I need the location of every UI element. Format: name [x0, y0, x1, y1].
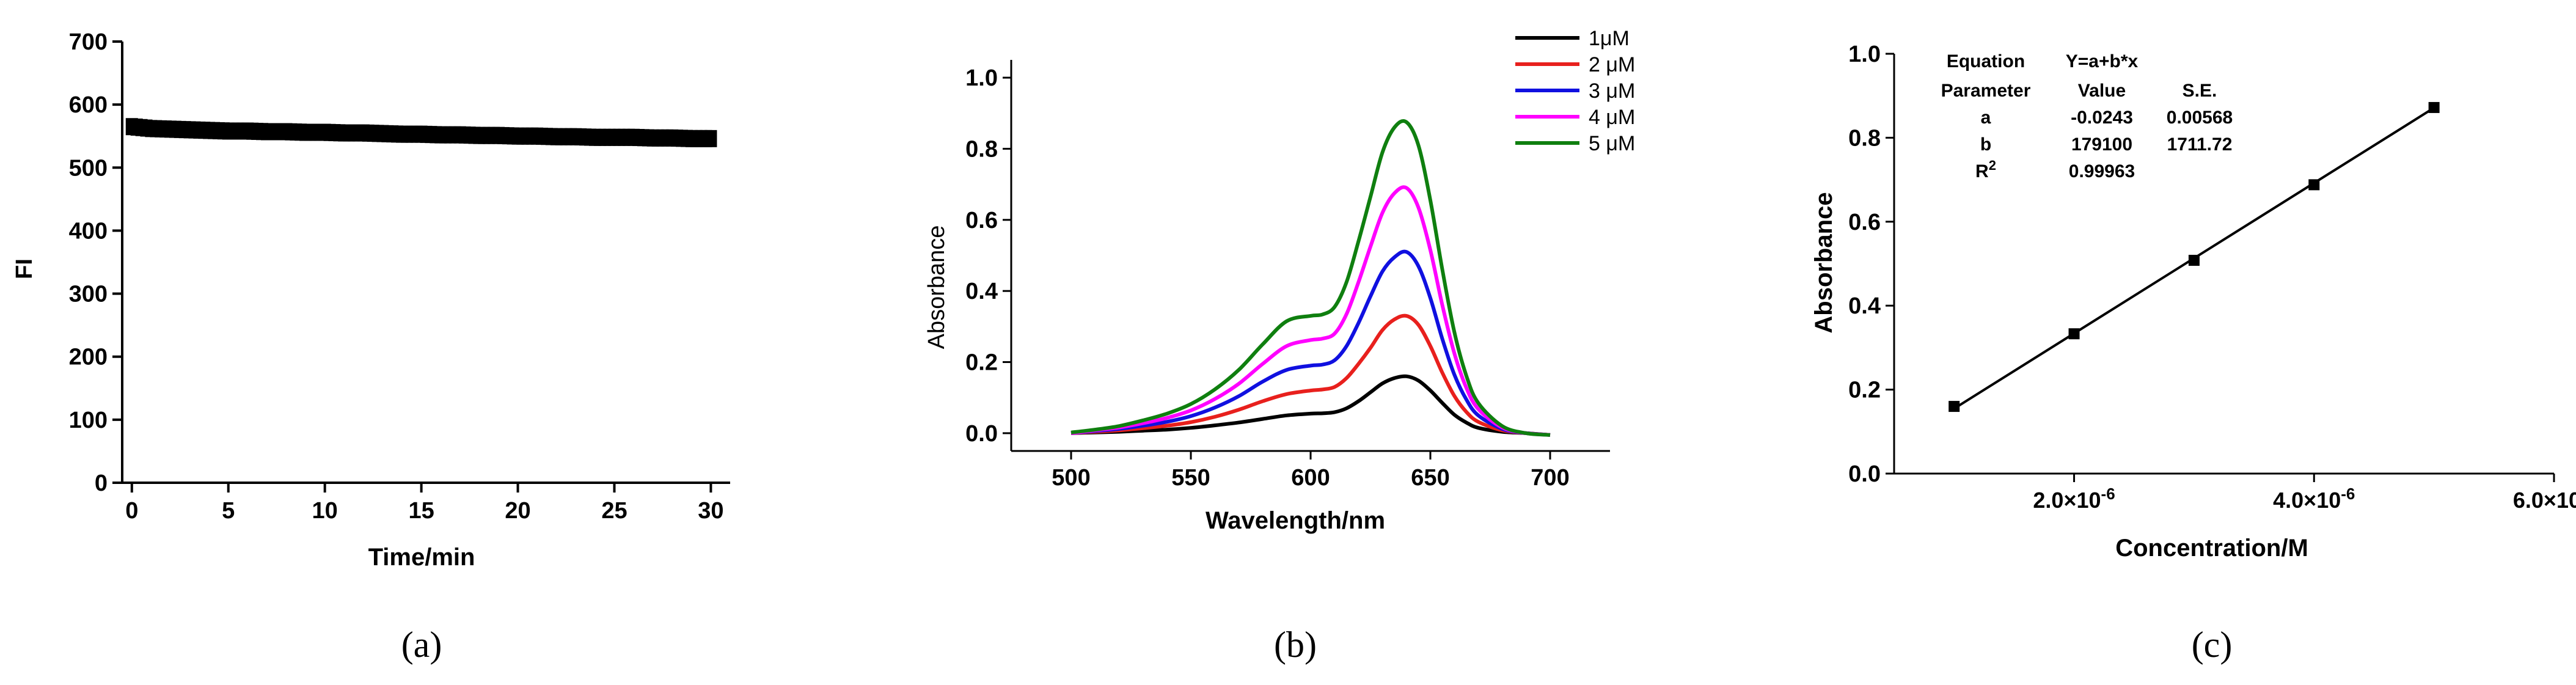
panel-a-xlabel: Time/min [368, 544, 475, 571]
panel-b-legend-label: 4 μM [1589, 106, 1635, 129]
panel-a-y-tick-label: 300 [69, 282, 108, 307]
panel-c-fit-table-cell: S.E. [2183, 81, 2217, 101]
panel-b-legend-label: 1μM [1589, 27, 1630, 50]
panel-b-legend-label: 3 μM [1589, 79, 1635, 103]
panel-c-fit-table-cell: R2 [1975, 158, 1996, 181]
panel-b-x-tick-label: 650 [1411, 465, 1449, 491]
panel-a-chart: FI Time/min (a) 0 100 200 300 400 500 600 700 0 5… [12, 29, 730, 665]
panel-b-chart: Absorbance Wavelength/nm (b) 0.0 0.2 0.4 0.… [924, 27, 1635, 665]
panel-c-fit-table-cell: 179100 [2071, 134, 2132, 155]
panel-b-y-tick-label: 0.6 [965, 208, 998, 233]
panel-c-x-tick-label: 2.0×10-6 [2033, 485, 2115, 513]
panel-c-y-tick-label: 0.2 [1848, 378, 1881, 403]
panel-a-x-tick-label: 0 [125, 498, 138, 524]
panel-a-point [704, 130, 717, 147]
panel-c-fit-table-cell: Value [2078, 81, 2126, 101]
panel-c-point [2188, 255, 2200, 266]
panel-c-fit-table-cell: 1711.72 [2167, 134, 2233, 155]
panel-a-y-tick-label: 100 [69, 408, 108, 433]
panel-c-fit-table-cell: 0.99963 [2069, 161, 2135, 181]
panel-b-x-tick-label: 500 [1052, 465, 1090, 491]
panel-c-r-squared-exponent: 2 [1989, 158, 1996, 173]
panel-c-x-tick-label: 6.0×10-6 [2513, 485, 2576, 513]
panel-c-fit-table-cell: Parameter [1941, 81, 2031, 101]
panel-b-x-tick-label: 550 [1171, 465, 1210, 491]
panel-c-fit-table-cell: a [1981, 108, 1991, 128]
panel-b-y-tick-label: 0.4 [965, 279, 998, 304]
panel-c-point [2308, 179, 2320, 191]
panel-a-y-tick-label: 500 [69, 155, 108, 181]
panel-b-series-line-1 [1070, 374, 1551, 437]
panel-c-y-tick-label: 0.8 [1848, 125, 1881, 151]
panel-b-series-line-2 [1070, 313, 1551, 437]
panel-c-y-tick-label: 0.6 [1848, 210, 1881, 235]
panel-a-y-tick-label: 700 [69, 29, 108, 55]
panel-a-x-tick-label: 30 [698, 498, 723, 524]
panel-b-legend-label: 5 μM [1589, 132, 1635, 155]
panel-a-y-tick-label: 0 [95, 471, 108, 496]
panel-a-y-tick-label: 600 [69, 92, 108, 118]
panel-c-point [2428, 101, 2440, 113]
panel-c-ylabel: Absorbance [1810, 192, 1837, 333]
panel-a-y-tick-label: 200 [69, 345, 108, 370]
panel-b-y-tick-label: 0.2 [965, 350, 998, 376]
panel-a-x-tick-label: 25 [601, 498, 627, 524]
panel-c-y-tick-label: 0.4 [1848, 293, 1881, 319]
panel-a-x-tick-label: 15 [408, 498, 434, 524]
panel-a-x-tick-label: 20 [505, 498, 530, 524]
panel-c-fit-table-cell: 0.00568 [2167, 108, 2233, 128]
panel-b-y-tick-label: 0.8 [965, 136, 998, 162]
panel-c-point [1948, 401, 1960, 412]
panel-b-series-line-4 [1070, 185, 1551, 437]
panel-c-point [2068, 328, 2080, 340]
panel-c-chart: Absorbance Concentration/M (c) 0.0 0.2 0.4… [1810, 42, 2576, 665]
panel-c-fit-table-cell: Y=a+b*x [2066, 51, 2139, 71]
panel-a-x-tick-label: 5 [222, 498, 235, 524]
panel-a-x-tick-label: 10 [312, 498, 338, 524]
panel-b-label: (b) [1274, 625, 1317, 665]
panel-c-label: (c) [2192, 625, 2233, 665]
panel-b-ylabel: Absorbance [924, 225, 950, 350]
panel-c-x-tick-label: 4.0×10-6 [2273, 485, 2355, 513]
panel-c-fit-table-cell: b [1980, 134, 1991, 155]
panel-b-xlabel: Wavelength/nm [1206, 507, 1385, 534]
panel-c-fit-table-cell: -0.0243 [2071, 108, 2133, 128]
panel-b-series-line-3 [1070, 249, 1551, 437]
panel-a-ylabel: FI [12, 258, 37, 279]
panel-a-label: (a) [401, 625, 442, 665]
panel-c-y-tick-label: 0.0 [1848, 461, 1881, 487]
panel-b-legend-label: 2 μM [1589, 53, 1635, 76]
panel-b-series-line-5 [1070, 119, 1551, 437]
panel-c-x-tick-exponent: -6 [2101, 485, 2115, 503]
panel-b-y-tick-label: 1.0 [965, 65, 998, 91]
panel-b-x-tick-label: 700 [1531, 465, 1569, 491]
panel-c-fit-table-cell: Equation [1947, 51, 2025, 71]
panel-c-y-tick-label: 1.0 [1848, 42, 1881, 67]
panel-c-xlabel: Concentration/M [2115, 535, 2308, 562]
panel-b-x-tick-label: 600 [1291, 465, 1330, 491]
panel-b-y-tick-label: 0.0 [965, 421, 998, 447]
panel-a-y-tick-label: 400 [69, 218, 108, 244]
panel-c-x-tick-exponent: -6 [2341, 485, 2355, 503]
